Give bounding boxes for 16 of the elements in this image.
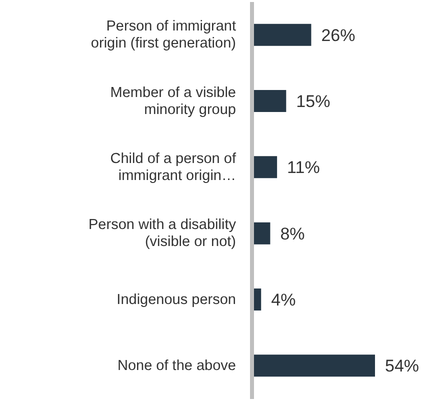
y-tick-label: Person of immigrant origin (first generation)	[90, 18, 236, 52]
data-label: 54%	[385, 356, 420, 376]
y-tick-label: Person with a disability (visible or not)	[88, 217, 237, 250]
data-label: 11%	[287, 158, 320, 178]
data-label: 8%	[280, 224, 305, 244]
data-label: 4%	[271, 290, 296, 310]
bar	[252, 24, 312, 46]
y-tick-label: Member of a visible minority group	[110, 84, 236, 118]
bar	[252, 156, 278, 178]
y-tick-label: Indigenous person	[116, 292, 236, 308]
data-label: 26%	[321, 26, 356, 45]
y-tick-label: None of the above	[117, 358, 236, 374]
bar	[252, 90, 286, 112]
bar	[252, 354, 375, 377]
y-tick-label: Child of a person of immigrant origin…	[110, 150, 237, 184]
data-label: 15%	[296, 92, 330, 112]
